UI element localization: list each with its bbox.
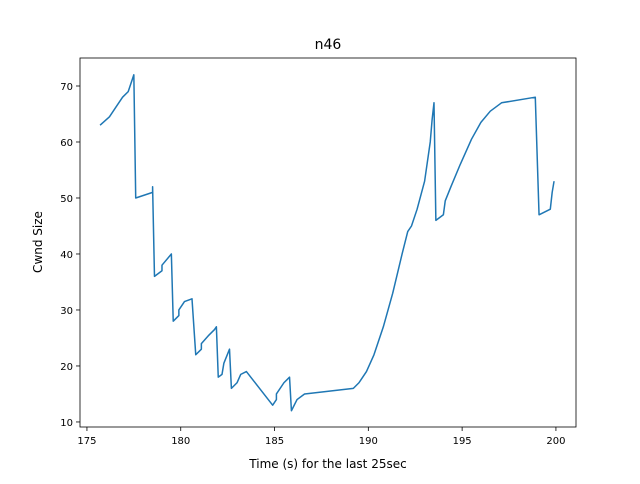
chart-title: n46 (315, 37, 342, 53)
y-tick-label: 40 (60, 250, 73, 261)
y-tick-label: 70 (60, 82, 73, 93)
y-tick-label: 60 (60, 138, 73, 149)
y-tick-label: 10 (60, 418, 73, 429)
x-tick-label: 175 (77, 436, 96, 447)
x-tick-label: 190 (359, 436, 378, 447)
y-tick-label: 20 (60, 362, 73, 373)
plot-frame (79, 57, 577, 428)
x-tick-label: 185 (265, 436, 284, 447)
x-tick-label: 195 (453, 436, 472, 447)
y-tick-label: 50 (60, 194, 73, 205)
y-tick-label: 30 (60, 306, 73, 317)
data-line (99, 74, 555, 412)
x-tick-label: 200 (546, 436, 565, 447)
x-axis-label: Time (s) for the last 25sec (248, 457, 406, 471)
y-axis-label: Cwnd Size (31, 211, 45, 273)
x-tick-label: 180 (171, 436, 190, 447)
